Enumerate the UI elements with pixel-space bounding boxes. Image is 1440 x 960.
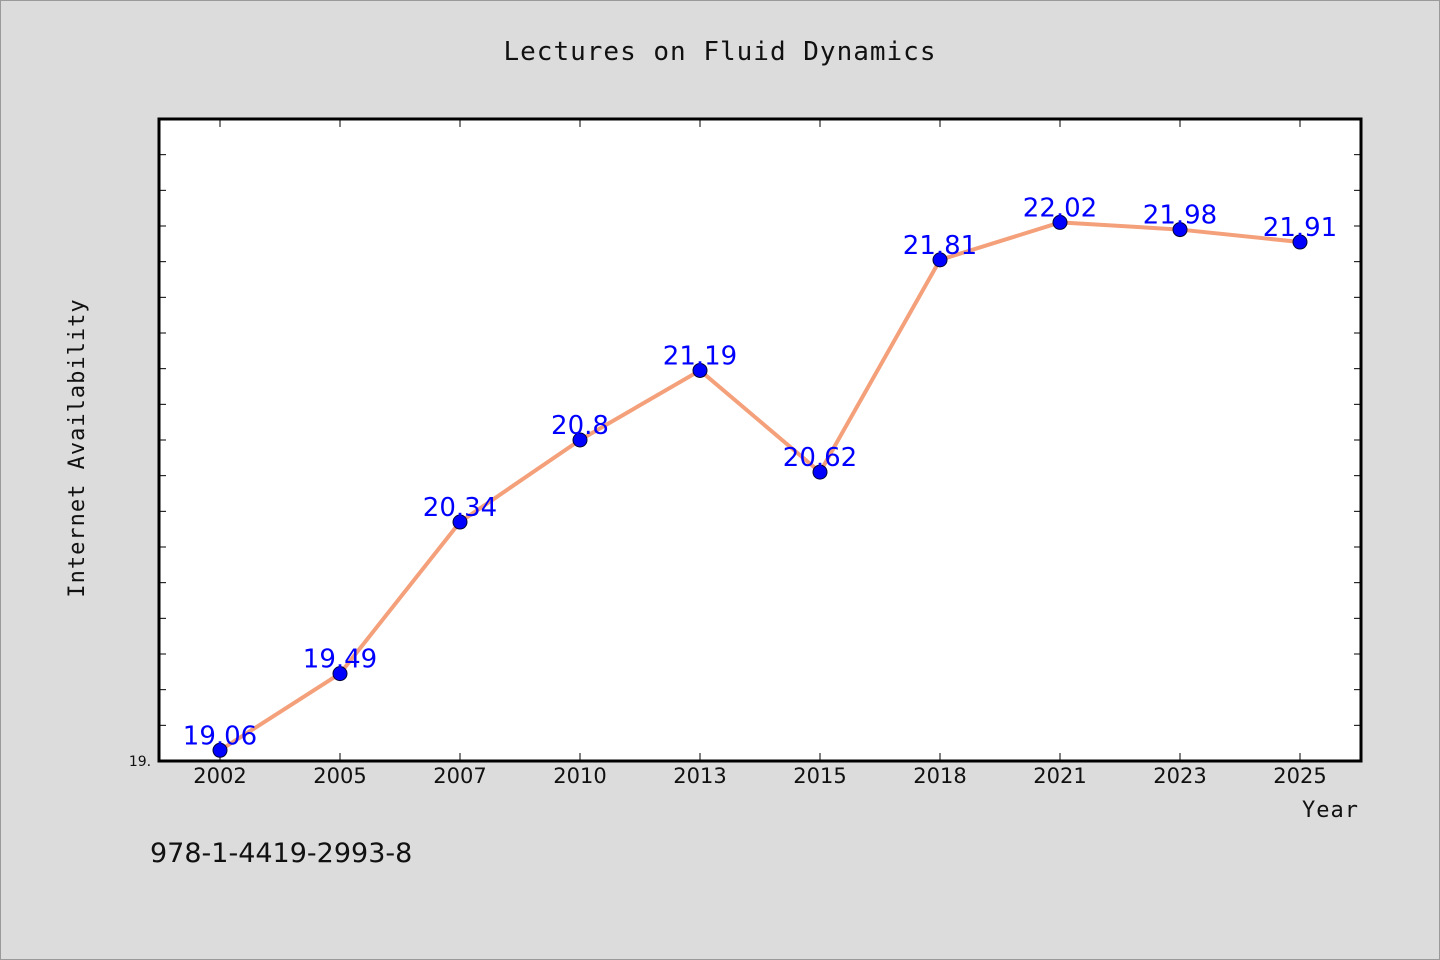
series-line <box>218 220 1301 752</box>
data-label: 21.19 <box>663 341 737 371</box>
data-label: 21.91 <box>1263 213 1337 243</box>
y-axis-ticks <box>159 154 1361 726</box>
data-label: 21.81 <box>903 231 977 261</box>
x-tick-label: 2013 <box>673 764 726 788</box>
data-point <box>812 464 828 480</box>
x-tick-label: 2018 <box>913 764 966 788</box>
data-point <box>1292 234 1308 250</box>
data-point <box>1052 214 1068 230</box>
data-point <box>1172 222 1188 238</box>
x-axis-ticks <box>219 119 1301 761</box>
data-point <box>572 432 588 448</box>
x-tick-label: 2023 <box>1153 764 1206 788</box>
y-axis-min-label: 19. <box>129 754 151 770</box>
data-label: 20.62 <box>783 443 857 473</box>
x-tick-label: 2010 <box>553 764 606 788</box>
series-markers <box>212 214 1308 758</box>
data-point <box>932 252 948 268</box>
x-tick-label: 2025 <box>1273 764 1326 788</box>
x-tick-label: 2021 <box>1033 764 1086 788</box>
data-label: 20.8 <box>551 411 609 441</box>
plot-area <box>157 117 1363 763</box>
footer-isbn: 978-1-4419-2993-8 <box>150 838 412 869</box>
data-point <box>692 362 708 378</box>
data-label: 22.02 <box>1023 193 1097 223</box>
data-point <box>452 514 468 530</box>
data-label: 19.06 <box>183 721 257 751</box>
x-tick-label: 2007 <box>433 764 486 788</box>
x-axis-tick-labels: 2002 2005 2007 2010 2013 2015 2018 2021 2023 2025 <box>193 764 1326 788</box>
data-labels: 19.06 19.49 20.34 20.8 21.19 20.62 21.81 22.02 2… <box>183 193 1337 751</box>
x-tick-label: 2005 <box>313 764 366 788</box>
data-label: 19.49 <box>303 645 377 675</box>
data-label: 20.34 <box>423 493 497 523</box>
x-tick-label: 2015 <box>793 764 846 788</box>
y-axis-label: Internet Availability <box>65 298 90 597</box>
data-label: 21.98 <box>1143 201 1217 231</box>
chart-title: Lectures on Fluid Dynamics <box>504 37 937 67</box>
data-point <box>212 742 228 758</box>
data-point <box>332 666 348 682</box>
x-tick-label: 2002 <box>193 764 246 788</box>
x-axis-label: Year <box>1302 798 1359 823</box>
